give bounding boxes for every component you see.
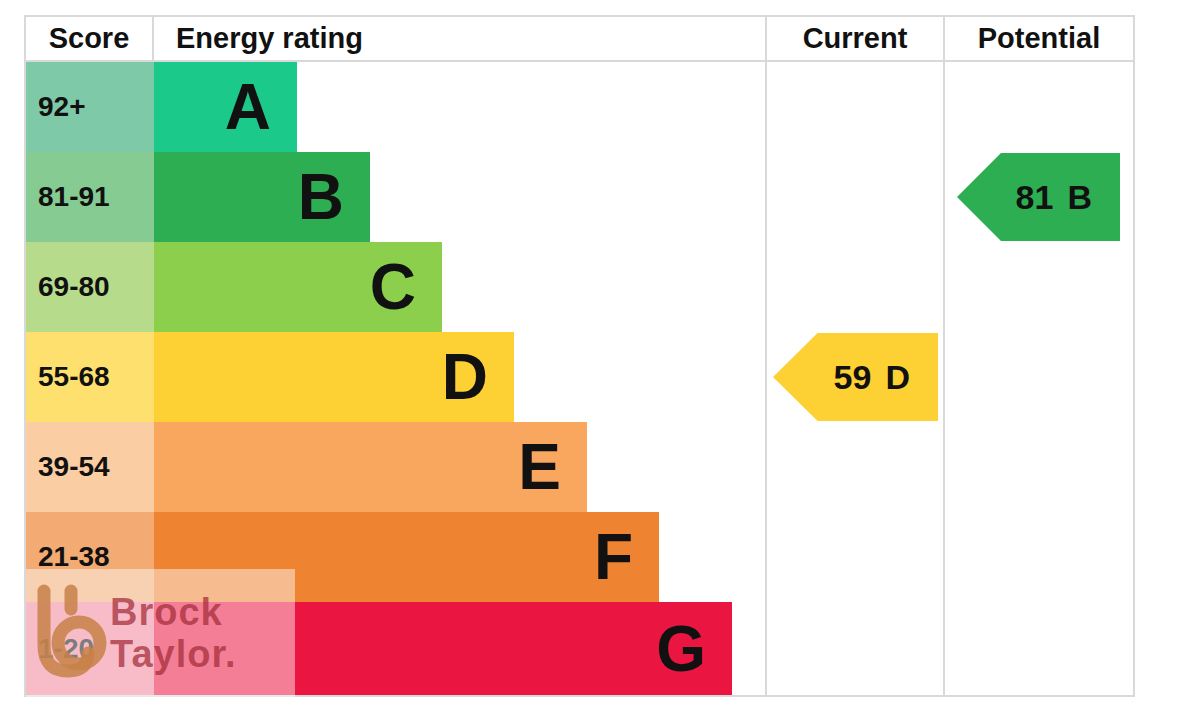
band-bar-a: A: [154, 62, 297, 152]
band-bar-d: D: [154, 332, 514, 422]
current-rating-value: 59: [834, 358, 872, 397]
potential-rating-value: 81: [1016, 178, 1054, 217]
score-range-d: 55-68: [26, 332, 154, 422]
header-energy-rating: Energy rating: [154, 17, 765, 60]
band-bar-e: E: [154, 422, 587, 512]
band-row-a: 92+ A: [26, 62, 1133, 152]
potential-rating-letter: B: [1067, 178, 1092, 217]
band-bar-b: B: [154, 152, 370, 242]
header-row: Score Energy rating Current Potential: [26, 17, 1133, 62]
band-row-c: 69-80 C: [26, 242, 1133, 332]
brock-taylor-watermark: Brock Taylor.: [26, 569, 295, 697]
brock-taylor-logo-icon: [30, 583, 110, 683]
score-range-a: 92+: [26, 62, 154, 152]
current-column-divider: [765, 62, 767, 695]
header-potential: Potential: [943, 17, 1133, 60]
band-bar-c: C: [154, 242, 442, 332]
header-score: Score: [26, 17, 154, 60]
score-range-c: 69-80: [26, 242, 154, 332]
band-row-e: 39-54 E: [26, 422, 1133, 512]
band-row-d: 55-68 D: [26, 332, 1133, 422]
current-rating-letter: D: [885, 358, 910, 397]
score-range-e: 39-54: [26, 422, 154, 512]
brock-taylor-logo-text: Brock Taylor.: [110, 591, 237, 675]
potential-column-divider: [943, 62, 945, 695]
watermark-line1: Brock: [110, 591, 237, 633]
epc-rating-chart: Score Energy rating Current Potential 92…: [24, 15, 1135, 697]
score-range-b: 81-91: [26, 152, 154, 242]
watermark-line2: Taylor.: [110, 633, 237, 675]
header-current: Current: [765, 17, 943, 60]
